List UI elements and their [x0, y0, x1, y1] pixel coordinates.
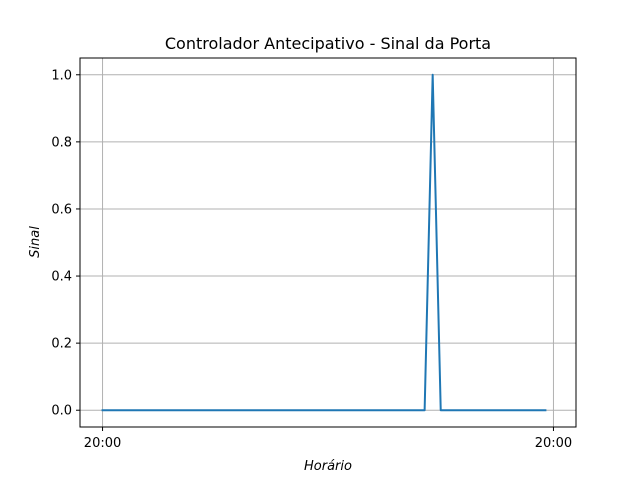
x-tick-label: 20:00	[84, 436, 121, 451]
x-axis: 20:00 20:00	[84, 427, 572, 451]
y-tick-label: 1.0	[51, 68, 72, 83]
chart-title: Controlador Antecipativo - Sinal da Port…	[165, 34, 491, 53]
plot-frame	[79, 57, 577, 428]
x-axis-label: Horário	[304, 459, 352, 474]
grid	[80, 58, 576, 427]
y-tick-label: 0.0	[51, 404, 72, 419]
y-tick-label: 0.4	[51, 270, 72, 285]
y-tick-label: 0.8	[51, 135, 72, 150]
y-axis: 0.0 0.2 0.4 0.6 0.8 1.0	[51, 68, 80, 419]
series-layer	[101, 73, 547, 412]
y-tick-label: 0.2	[51, 337, 72, 352]
x-tick-label: 20:00	[535, 436, 572, 451]
series-line	[101, 73, 547, 412]
y-tick-label: 0.6	[51, 202, 72, 217]
y-axis-label: Sinal	[28, 226, 43, 258]
